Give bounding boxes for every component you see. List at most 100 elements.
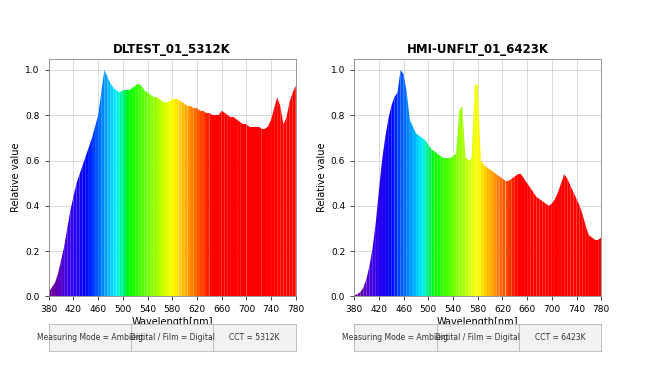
Polygon shape xyxy=(376,190,379,296)
Polygon shape xyxy=(117,90,120,296)
Polygon shape xyxy=(250,127,252,296)
Polygon shape xyxy=(598,238,601,296)
Polygon shape xyxy=(354,294,358,296)
Polygon shape xyxy=(425,140,428,296)
Polygon shape xyxy=(428,145,432,296)
Polygon shape xyxy=(290,93,292,296)
Polygon shape xyxy=(231,117,234,296)
Polygon shape xyxy=(70,197,73,296)
Polygon shape xyxy=(163,102,166,296)
Polygon shape xyxy=(388,106,391,296)
Polygon shape xyxy=(404,74,407,296)
Text: Digital / Film = Digital: Digital / Film = Digital xyxy=(436,333,520,342)
Polygon shape xyxy=(169,99,172,296)
Polygon shape xyxy=(518,174,521,296)
Text: Digital / Film = Digital: Digital / Film = Digital xyxy=(130,333,214,342)
Text: CCT = 6423K: CCT = 6423K xyxy=(535,333,585,342)
Polygon shape xyxy=(370,247,373,296)
Polygon shape xyxy=(73,183,77,296)
Polygon shape xyxy=(469,158,472,296)
Polygon shape xyxy=(107,77,110,296)
Polygon shape xyxy=(536,197,540,296)
Polygon shape xyxy=(89,138,92,296)
Polygon shape xyxy=(450,156,453,296)
Polygon shape xyxy=(181,102,185,296)
Polygon shape xyxy=(422,138,425,296)
Polygon shape xyxy=(543,201,546,296)
Polygon shape xyxy=(176,99,179,296)
Polygon shape xyxy=(487,167,490,296)
Polygon shape xyxy=(252,127,255,296)
Title: HMI-UNFLT_01_6423K: HMI-UNFLT_01_6423K xyxy=(407,43,549,56)
Polygon shape xyxy=(555,192,558,296)
Polygon shape xyxy=(453,154,456,296)
Polygon shape xyxy=(484,165,487,296)
Polygon shape xyxy=(243,124,246,296)
Polygon shape xyxy=(589,235,592,296)
Polygon shape xyxy=(216,115,218,296)
Polygon shape xyxy=(398,70,400,296)
Polygon shape xyxy=(185,104,188,296)
Polygon shape xyxy=(77,174,80,296)
Polygon shape xyxy=(52,283,55,296)
Polygon shape xyxy=(92,127,95,296)
Polygon shape xyxy=(157,97,160,296)
Polygon shape xyxy=(280,106,283,296)
Polygon shape xyxy=(573,192,577,296)
Polygon shape xyxy=(58,260,61,296)
Polygon shape xyxy=(515,174,518,296)
Polygon shape xyxy=(478,83,481,296)
Polygon shape xyxy=(527,183,530,296)
Polygon shape xyxy=(222,111,225,296)
Y-axis label: Relative value: Relative value xyxy=(317,143,327,212)
Polygon shape xyxy=(497,174,499,296)
Polygon shape xyxy=(363,278,367,296)
Polygon shape xyxy=(521,174,524,296)
Polygon shape xyxy=(274,97,278,296)
Polygon shape xyxy=(434,152,437,296)
Polygon shape xyxy=(441,156,444,296)
Polygon shape xyxy=(61,247,64,296)
Polygon shape xyxy=(262,129,265,296)
Polygon shape xyxy=(395,93,398,296)
Polygon shape xyxy=(462,106,465,296)
Polygon shape xyxy=(55,274,58,296)
Polygon shape xyxy=(558,183,561,296)
Polygon shape xyxy=(153,97,157,296)
Polygon shape xyxy=(400,70,404,296)
Polygon shape xyxy=(240,122,243,296)
Polygon shape xyxy=(213,115,216,296)
Polygon shape xyxy=(499,176,502,296)
Polygon shape xyxy=(148,93,151,296)
Polygon shape xyxy=(465,156,469,296)
Polygon shape xyxy=(530,188,534,296)
Polygon shape xyxy=(271,108,274,296)
Polygon shape xyxy=(385,120,388,296)
Polygon shape xyxy=(105,70,107,296)
Polygon shape xyxy=(80,165,83,296)
Polygon shape xyxy=(456,111,459,296)
Polygon shape xyxy=(246,124,250,296)
Polygon shape xyxy=(83,156,86,296)
Polygon shape xyxy=(552,199,555,296)
Polygon shape xyxy=(577,199,580,296)
Polygon shape xyxy=(459,106,462,296)
Polygon shape xyxy=(225,113,228,296)
Polygon shape xyxy=(444,158,447,296)
Polygon shape xyxy=(95,115,98,296)
Polygon shape xyxy=(567,179,571,296)
Polygon shape xyxy=(194,108,197,296)
Polygon shape xyxy=(481,161,484,296)
Polygon shape xyxy=(410,120,413,296)
Text: Measuring Mode = Ambient: Measuring Mode = Ambient xyxy=(36,333,144,342)
Polygon shape xyxy=(493,172,497,296)
Text: CCT = 5312K: CCT = 5312K xyxy=(229,333,280,342)
Polygon shape xyxy=(419,135,422,296)
Y-axis label: Relative value: Relative value xyxy=(11,143,21,212)
Polygon shape xyxy=(502,179,506,296)
Text: Measuring Mode = Ambient: Measuring Mode = Ambient xyxy=(342,333,449,342)
Polygon shape xyxy=(111,83,114,296)
Polygon shape xyxy=(255,127,259,296)
Polygon shape xyxy=(360,287,363,296)
Polygon shape xyxy=(197,108,200,296)
